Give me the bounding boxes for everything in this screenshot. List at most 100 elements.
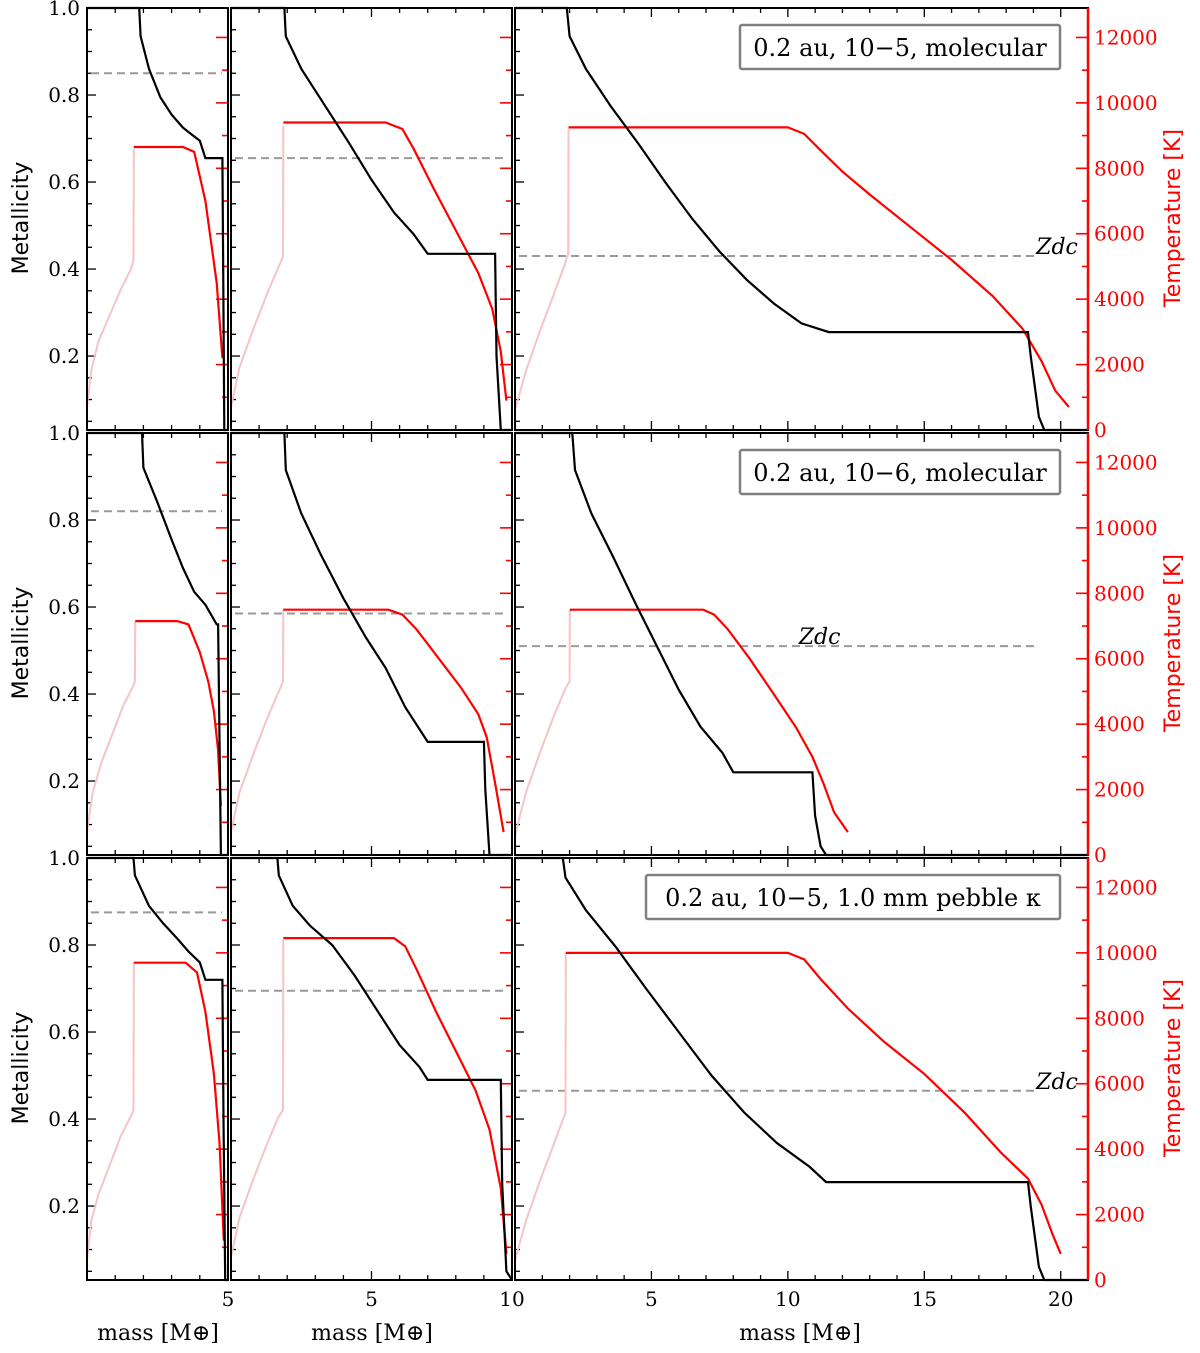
y-left-tick-label-row2: 0.8 (48, 508, 80, 532)
y-right-label-row3: Temperature [K] (1161, 979, 1186, 1158)
y-right-tick-label-row1: 10000 (1094, 91, 1158, 115)
metallicity-series-r3c1 (87, 856, 228, 1282)
y-left-tick-label-row2: 1.0 (48, 421, 80, 445)
y-right-tick-label-row3: 6000 (1094, 1072, 1145, 1096)
y-right-tick-label-row2: 4000 (1094, 712, 1145, 736)
y-left-tick-label-row3: 0.6 (48, 1020, 80, 1044)
zdc-label-row1: Zdc (1035, 235, 1078, 260)
y-right-tick-label-row3: 4000 (1094, 1137, 1145, 1161)
y-left-tick-label-row2: 0.6 (48, 595, 80, 619)
y-left-tick-label-row1: 0.8 (48, 83, 80, 107)
temperature-early-series-r2c2 (230, 609, 285, 833)
y-left-tick-label-row3: 1.0 (48, 846, 80, 870)
temperature-early-series-r3c1 (86, 962, 135, 1261)
zdc-label-row2: Zdc (798, 625, 841, 650)
panel-frame-r3c2 (230, 857, 513, 1281)
y-right-label-row1: Temperature [K] (1161, 129, 1186, 308)
y-right-tick-label-row1: 4000 (1094, 287, 1145, 311)
temperature-series-r2c1 (135, 619, 222, 806)
annotation-box-row3 (644, 873, 1062, 921)
temperature-early-series-r2c1 (86, 621, 137, 833)
y-left-label-row1: Metallicity (9, 162, 34, 275)
temperature-early-series-r3c3 (514, 952, 567, 1261)
panel-frame-r2c1 (86, 432, 229, 856)
temperature-early-series-r1c3 (514, 128, 570, 411)
temperature-series-r3c3 (565, 951, 1062, 1255)
annotation-text-row1: 0.2 au, 10−5, molecular (753, 34, 1047, 62)
panel-frame-r2c2 (230, 432, 513, 856)
y-right-tick-label-row3: 0 (1094, 1268, 1107, 1292)
metallicity-series-r3c2 (231, 856, 513, 1281)
y-right-tick-label-row2: 0 (1094, 843, 1107, 867)
x-tick-label-r3c2: 5 (365, 1287, 378, 1311)
y-right-tick-label-row2: 2000 (1094, 778, 1145, 802)
temperature-early-series-r1c2 (230, 125, 285, 408)
y-left-tick-label-row3: 0.2 (48, 1194, 80, 1218)
y-left-tick-label-row2: 0.4 (48, 682, 80, 706)
panel-frame-r1c1 (86, 7, 229, 431)
metallicity-series-r2c3 (515, 431, 1088, 857)
y-right-tick-label-row3: 8000 (1094, 1006, 1145, 1030)
x-label-col2: mass [M⊕] (311, 1321, 433, 1346)
temperature-early-series-r1c1 (86, 148, 135, 408)
axes-layer: 0.20.40.60.81.00200040006000800010000120… (48, 0, 1157, 1311)
y-right-label-row2: Temperature [K] (1161, 554, 1186, 733)
y-right-tick-label-row1: 8000 (1094, 156, 1145, 180)
temperature-series-r3c2 (283, 936, 508, 1254)
panel-frame-r1c2 (230, 7, 513, 431)
annotation-text-row2: 0.2 au, 10−6, molecular (753, 459, 1047, 487)
annotation-text-row3: 0.2 au, 10−5, 1.0 mm pebble κ (665, 884, 1041, 912)
y-left-tick-label-row1: 0.2 (48, 344, 80, 368)
x-tick-label-r3c3: 5 (645, 1287, 658, 1311)
y-right-tick-label-row2: 8000 (1094, 581, 1145, 605)
y-left-tick-label-row2: 0.2 (48, 769, 80, 793)
temperature-series-r1c2 (283, 121, 508, 401)
y-right-tick-label-row1: 6000 (1094, 222, 1145, 246)
y-left-tick-label-row1: 0.4 (48, 257, 80, 281)
y-left-tick-label-row1: 1.0 (48, 0, 80, 20)
y-right-tick-label-row1: 0 (1094, 418, 1107, 442)
panel-frame-r3c3 (514, 857, 1089, 1281)
frame-layer (86, 7, 1090, 1281)
y-left-label-row2: Metallicity (9, 587, 34, 700)
x-tick-label-r3c3: 15 (912, 1287, 937, 1311)
y-right-tick-label-row3: 10000 (1094, 941, 1158, 965)
y-left-tick-label-row3: 0.8 (48, 933, 80, 957)
x-tick-label-r3c3: 10 (775, 1287, 800, 1311)
y-right-tick-label-row2: 6000 (1094, 647, 1145, 671)
y-right-tick-label-row3: 2000 (1094, 1203, 1145, 1227)
panel-frame-r3c1 (86, 857, 229, 1281)
y-right-tick-label-row3: 12000 (1094, 875, 1158, 899)
annotation-box-row1 (738, 23, 1062, 71)
metallicity-series-r2c2 (231, 431, 512, 857)
temperature-series-r2c3 (569, 608, 849, 833)
panel-frame-r1c3 (514, 7, 1089, 431)
annotation-box-row2 (738, 448, 1062, 496)
temperature-early-series-r3c2 (230, 939, 285, 1258)
x-tick-label-r3c2: 10 (499, 1287, 524, 1311)
temperature-series-r3c1 (133, 961, 225, 1241)
metallicity-series-r3c3 (515, 856, 1088, 1282)
temperature-series-r1c3 (568, 126, 1070, 408)
x-tick-label-r3c1: 5 (222, 1287, 235, 1311)
y-left-tick-label-row1: 0.6 (48, 170, 80, 194)
y-right-tick-label-row2: 12000 (1094, 450, 1158, 474)
zdc-label-row3: Zdc (1035, 1070, 1078, 1095)
y-right-tick-label-row2: 10000 (1094, 516, 1158, 540)
metallicity-series-r1c2 (231, 6, 512, 432)
x-tick-label-r3c3: 20 (1048, 1287, 1073, 1311)
y-right-tick-label-row1: 2000 (1094, 353, 1145, 377)
metallicity-series-r1c1 (87, 6, 228, 432)
x-label-col1: mass [M⊕] (97, 1321, 219, 1346)
metallicity-series-r2c1 (87, 431, 228, 857)
x-label-col3: mass [M⊕] (739, 1321, 861, 1346)
y-right-tick-label-row1: 12000 (1094, 25, 1158, 49)
y-left-label-row3: Metallicity (9, 1012, 34, 1125)
temperature-early-series-r2c3 (514, 609, 571, 836)
metallicity-series-r1c3 (515, 6, 1088, 432)
label-layer: Metallicity Metallicity Metallicity Temp… (9, 129, 1186, 1346)
y-left-tick-label-row3: 0.4 (48, 1107, 80, 1131)
temperature-series-r1c1 (133, 145, 224, 359)
temperature-series-r2c2 (283, 608, 505, 833)
